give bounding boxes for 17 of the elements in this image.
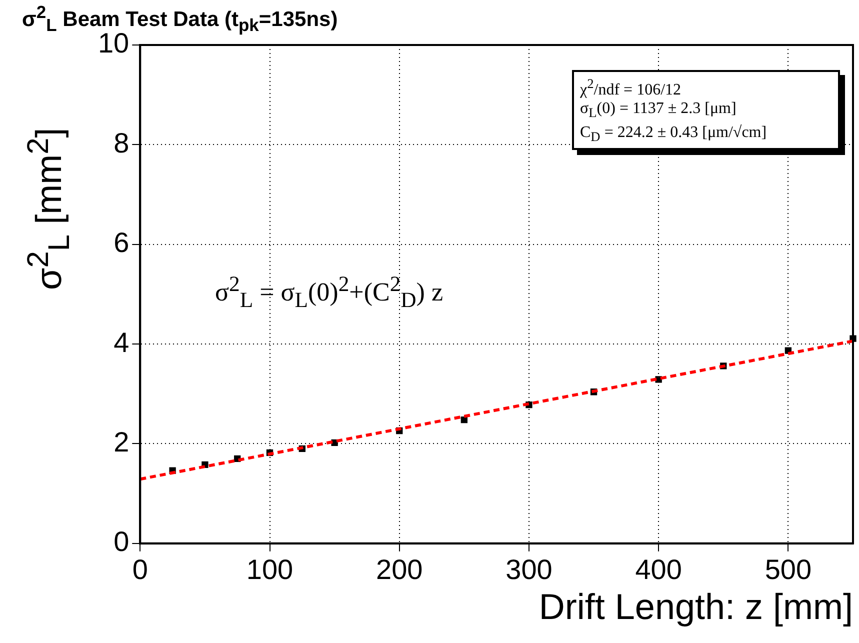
x-tick-label: 400 [635, 554, 682, 585]
x-axis-title: Drift Length: z [mm] [538, 586, 853, 628]
x-tick-label: 500 [764, 554, 812, 585]
x-tick-label: 200 [376, 554, 423, 585]
y-tick-label: 10 [98, 28, 130, 59]
x-tick-label: 300 [506, 554, 552, 585]
y-tick-label: 8 [114, 127, 130, 158]
annotation: σ$_{L}$(0) = 1137 ± 2.3 [μm] [580, 99, 738, 123]
annotation: χ$^{2}$/ndf = 106/12 [580, 75, 682, 100]
annotation: C$_{D}$ = 224.2 ± 0.43 [μm/√cm] [580, 122, 768, 146]
y-tick-label: 0 [114, 526, 130, 558]
x-tick-label: 100 [246, 554, 294, 585]
y-tick-label: 4 [114, 326, 130, 358]
text: σ$^{2}$$_{L}$ = σ$_{L}$(0)$^{2}$+(C$^{2}$$_{D}$) z [215, 272, 443, 312]
point [460, 416, 468, 424]
y-tick-label: 6 [114, 227, 130, 258]
y-tick-label: 2 [114, 426, 130, 458]
